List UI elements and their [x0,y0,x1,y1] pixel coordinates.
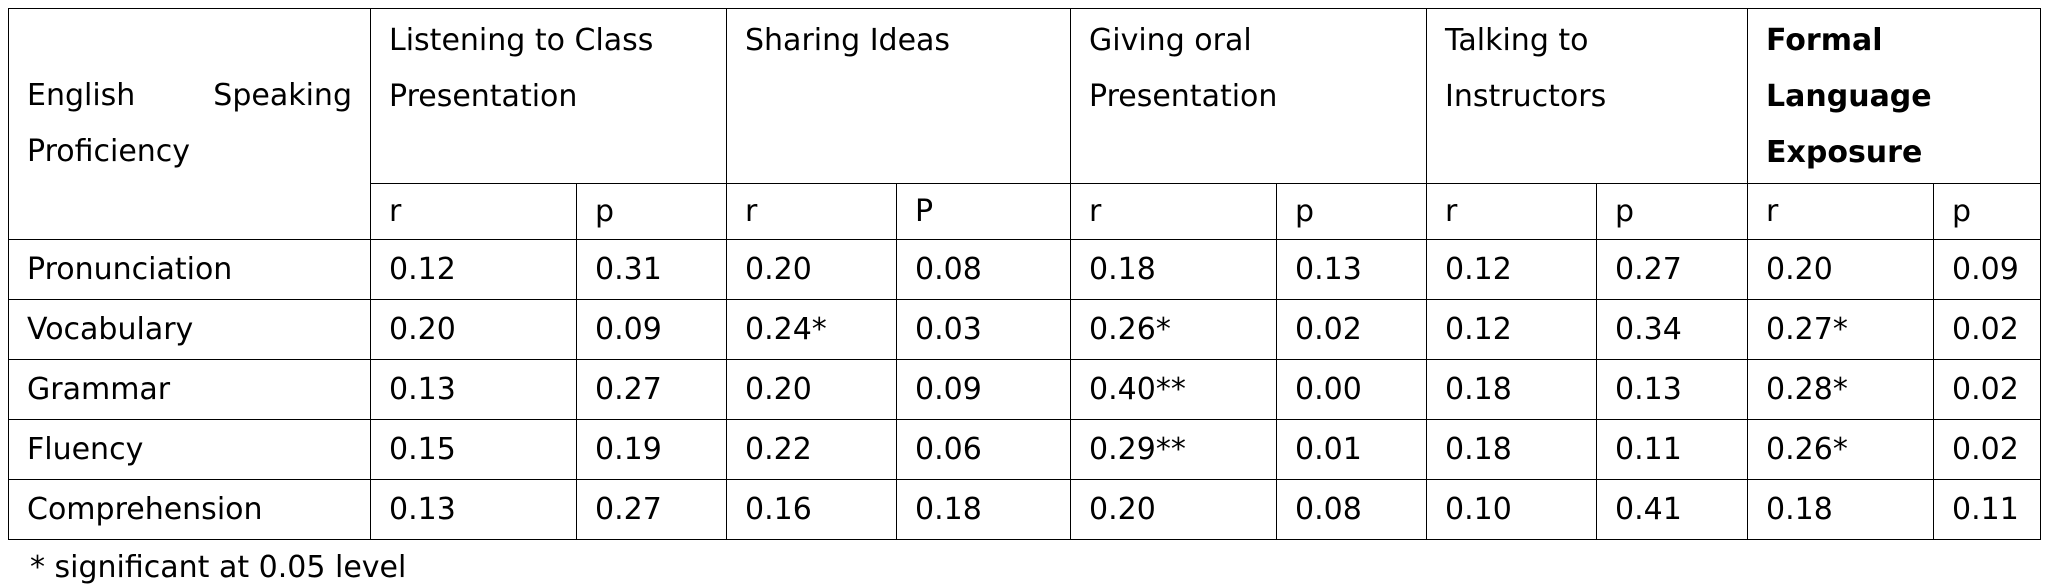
subheader-cell: r [1070,183,1278,240]
row-label: Pronunciation [8,239,371,300]
table-cell: 0.11 [1596,419,1749,480]
group-header-sharing: Sharing Ideas [725,8,1072,184]
table-row: Fluency 0.15 0.19 0.22 0.06 0.29** 0.01 0.18 0.1… [8,419,2042,480]
table-cell: 0.15 [370,419,577,480]
subheader-cell: p [576,183,727,240]
table-cell: 0.18 [1070,239,1278,300]
row-label: Vocabulary [8,299,371,360]
table-cell: 0.12 [1426,299,1598,360]
table-cell: 0.10 [1426,479,1598,540]
table-cell: 0.12 [1426,239,1598,300]
group-header-label: Giving oral Presentation [1089,23,1278,114]
subheader-cell: r [726,183,897,240]
table-cell: 0.20 [1070,479,1278,540]
footnote: * significant at 0.05 level [30,550,407,585]
table-cell: 0.26* [1747,419,1935,480]
subheader-cell: P [895,183,1072,240]
header-row: English Speaking Proficiency Listening t… [8,8,2042,240]
table-cell: 0.09 [576,299,727,360]
table-cell: 0.13 [1276,239,1428,300]
table-cell: 0.12 [370,239,577,300]
table-cell: 0.01 [1276,419,1428,480]
table-cell: 0.27* [1747,299,1935,360]
table-cell: 0.18 [1426,419,1598,480]
subheader-cell: p [1596,183,1749,240]
group-header-label: Formal Language Exposure [1766,23,1932,170]
table-cell: 0.02 [1276,299,1428,360]
table-cell: 0.09 [895,359,1072,420]
corner-header-cell: English Speaking Proficiency [8,8,371,240]
table-cell: 0.27 [1596,239,1749,300]
table-cell: 0.18 [1426,359,1598,420]
table-cell: 0.20 [726,359,897,420]
table-cell: 0.02 [1933,359,2042,420]
table-cell: 0.06 [895,419,1072,480]
row-label: Comprehension [8,479,371,540]
table-cell: 0.27 [576,479,727,540]
group-header-label: Listening to Class Presentation [389,23,654,114]
subheader-cell: p [1276,183,1428,240]
group-header-instructors: Talking to Instructors [1426,8,1749,184]
table-cell: 0.20 [726,239,897,300]
table-cell: 0.22 [726,419,897,480]
group-header-label: Sharing Ideas [745,23,951,58]
table-cell: 0.41 [1596,479,1749,540]
table-cell: 0.24* [726,299,897,360]
subheader-cell: r [1747,183,1935,240]
subheader-cell: r [370,183,577,240]
subheader-cell: r [1426,183,1598,240]
table-cell: 0.34 [1596,299,1749,360]
table-row: Vocabulary 0.20 0.09 0.24* 0.03 0.26* 0.02 0.12… [8,299,2042,360]
group-header-oral: Giving oral Presentation [1070,8,1428,184]
table-row: Comprehension 0.13 0.27 0.16 0.18 0.20 0.08 0.1… [8,479,2042,540]
table-cell: 0.03 [895,299,1072,360]
group-header-label: Talking to Instructors [1445,23,1607,114]
group-header-formal: Formal Language Exposure [1747,8,2042,184]
table-cell: 0.09 [1933,239,2042,300]
subheader-row: r p r P r p r p r p [9,183,2042,240]
table-cell: 0.26* [1070,299,1278,360]
table-cell: 0.27 [576,359,727,420]
corner-header-label: English Speaking Proficiency [27,78,352,169]
correlation-table: English Speaking Proficiency Listening t… [8,8,2042,540]
table-cell: 0.31 [576,239,727,300]
table-cell: 0.08 [1276,479,1428,540]
table-cell: 0.02 [1933,419,2042,480]
table-row: Grammar 0.13 0.27 0.20 0.09 0.40** 0.00 0.18 0.1… [8,359,2042,420]
row-label: Fluency [8,419,371,480]
table-cell: 0.18 [1747,479,1935,540]
table-cell: 0.29** [1070,419,1278,480]
table-cell: 0.40** [1070,359,1278,420]
table-cell: 0.20 [1747,239,1935,300]
table-cell: 0.13 [1596,359,1749,420]
subheader-cell: p [1933,183,2042,240]
table-cell: 0.19 [576,419,727,480]
table-cell: 0.13 [370,479,577,540]
table-cell: 0.13 [370,359,577,420]
table-cell: 0.08 [895,239,1072,300]
table-cell: 0.20 [370,299,577,360]
table-cell: 0.28* [1747,359,1935,420]
row-label: Grammar [8,359,371,420]
table-cell: 0.02 [1933,299,2042,360]
group-header-listening: Listening to Class Presentation [370,8,727,184]
table-cell: 0.00 [1276,359,1428,420]
table-row: Pronunciation 0.12 0.31 0.20 0.08 0.18 0.13 0.1… [8,239,2042,300]
table-cell: 0.18 [895,479,1072,540]
table-cell: 0.11 [1933,479,2042,540]
table-cell: 0.16 [726,479,897,540]
